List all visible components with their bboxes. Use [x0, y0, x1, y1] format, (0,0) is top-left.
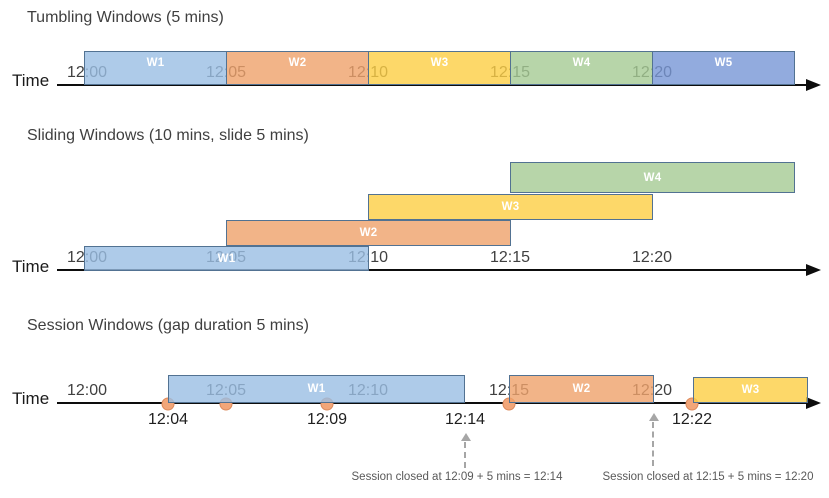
session-window-label-w3: W3 — [741, 384, 760, 396]
sliding-time-axis-line — [57, 269, 807, 271]
tumbling-window-bar-w3: W3 — [368, 51, 511, 85]
sliding-time-axis-label: Time — [12, 257, 50, 276]
session-window-bar-w1: W1 — [168, 375, 465, 403]
up-arrow-icon-2 — [649, 413, 659, 421]
sliding-axis-arrowhead-icon — [806, 264, 821, 276]
session-time-axis-label: Time — [12, 389, 50, 408]
tumbling-time-axis-label: Time — [12, 71, 50, 90]
session-window-bar-w3: W3 — [693, 377, 808, 403]
up-arrow-icon-1 — [461, 433, 471, 441]
sliding-section-title: Sliding Windows (10 mins, slide 5 mins) — [27, 127, 309, 144]
event-time-1209: 12:09 — [306, 411, 348, 428]
tumbling-axis-arrowhead-icon — [806, 79, 821, 91]
session-annotation-2: Session closed at 12:15 + 5 mins = 12:20 — [602, 471, 814, 483]
tumbling-time-axis-line — [57, 84, 807, 86]
sliding-tick-1220: 12:20 — [631, 249, 673, 266]
sliding-window-bar-w3: W3 — [368, 194, 653, 220]
sliding-window-label-w2: W2 — [359, 227, 378, 239]
session-time-axis-line — [57, 402, 807, 404]
event-time-1214: 12:14 — [444, 411, 486, 428]
tumbling-window-bar-w4: W4 — [510, 51, 653, 85]
event-time-1204: 12:04 — [147, 411, 189, 428]
tumbling-window-label-w1: W1 — [146, 57, 165, 69]
event-time-1222: 12:22 — [671, 411, 713, 428]
tumbling-window-label-w2: W2 — [288, 57, 307, 69]
session-axis-arrowhead-icon — [806, 397, 821, 409]
session-annotation-1: Session closed at 12:09 + 5 mins = 12:14 — [351, 471, 563, 483]
tumbling-window-label-w4: W4 — [572, 57, 591, 69]
sliding-window-bar-w1: W1 — [84, 246, 369, 271]
sliding-window-bar-w2: W2 — [226, 220, 511, 246]
tumbling-window-label-w3: W3 — [430, 57, 449, 69]
session-window-label-w2: W2 — [572, 383, 591, 395]
sliding-window-label-w3: W3 — [501, 201, 520, 213]
tumbling-section-title: Tumbling Windows (5 mins) — [27, 9, 224, 26]
tumbling-window-label-w5: W5 — [714, 57, 733, 69]
session-section-title: Session Windows (gap duration 5 mins) — [27, 317, 309, 334]
tumbling-window-bar-w5: W5 — [652, 51, 795, 85]
session-window-label-w1: W1 — [307, 383, 326, 395]
session-window-bar-w2: W2 — [509, 375, 654, 403]
dashed-arrow-line-1 — [464, 442, 466, 468]
sliding-window-bar-w4: W4 — [510, 162, 795, 193]
sliding-window-label-w1: W1 — [217, 252, 236, 265]
session-tick-1200: 12:00 — [66, 382, 108, 399]
sliding-tick-1215: 12:15 — [489, 249, 531, 266]
dashed-arrow-line-2 — [652, 422, 654, 466]
tumbling-window-bar-w1: W1 — [84, 51, 227, 85]
sliding-window-label-w4: W4 — [643, 171, 662, 184]
tumbling-window-bar-w2: W2 — [226, 51, 369, 85]
